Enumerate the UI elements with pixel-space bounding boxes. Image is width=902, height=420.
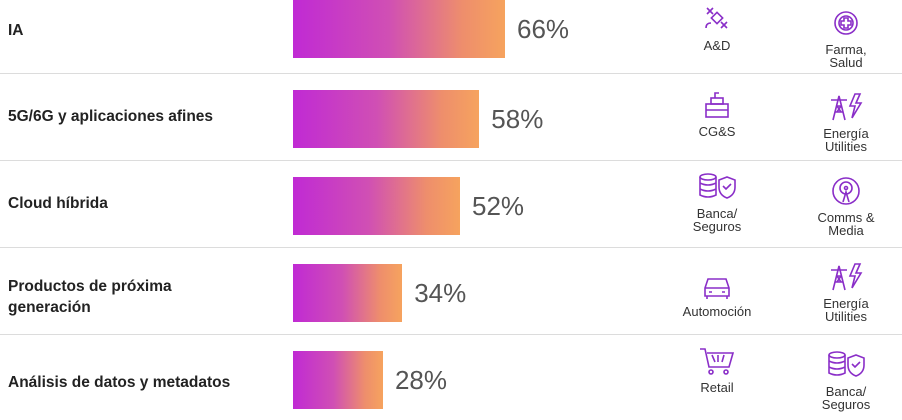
sector-label: Utilities [825,139,867,154]
category-label: Cloud híbrida [8,194,108,212]
coins-shield-icon [662,172,772,204]
satellite-icon [662,4,772,36]
bar [293,177,461,235]
broadcast-antenna-icon [791,176,901,208]
value-label: 34% [414,278,467,308]
category-label-line: generación [8,299,91,316]
sector-badge: Energía Utilities [791,262,901,323]
bar [293,351,383,409]
sector-label: Banca/ [696,206,738,221]
sector-label: Retail [700,380,734,395]
power-tower-icon [791,262,901,294]
sector-label: Media [828,223,864,238]
row-divider [0,160,902,161]
sector-label: Banca/ [825,384,867,399]
sector-label: Utilities [825,309,867,324]
sector-label: Automoción [682,304,752,319]
coins-shield-icon [791,350,901,382]
sector-badge: A&D [662,4,772,52]
row-divider [0,73,902,74]
chart-row: Productos de próxima generación [0,247,902,333]
sector-label: Energía [823,126,869,141]
sector-label: Seguros [821,397,871,412]
sector-badge: Automoción [662,270,772,318]
category-label: 5G/6G y aplicaciones afines [8,107,214,125]
row-divider [0,334,902,335]
sector-badge: Comms & Media [791,176,901,237]
category-label: IA [8,21,24,39]
value-label: 52% [472,191,525,221]
sector-label: Salud [829,55,863,70]
sector-label: CG&S [698,124,736,139]
bar [293,0,505,58]
value-label: 58% [491,104,544,134]
building-icon [662,90,772,122]
chart-row: IA [0,0,902,73]
sector-badge: CG&S [662,90,772,138]
medical-cross-icon [791,8,901,40]
value-label: 28% [394,365,447,395]
value-label: 66% [517,14,570,44]
power-tower-icon [791,92,901,124]
sector-label: Farma, [825,42,867,57]
sector-label: Energía [823,296,869,311]
chart-row: Análisis de datos y metadatos [0,334,902,420]
sector-badge: Retail [662,346,772,394]
chart-row: Cloud híbrida [0,160,902,246]
car-icon [662,270,772,302]
chart-row: 5G/6G y aplicaciones afines [0,73,902,159]
row-divider [0,247,902,248]
category-label: Productos de próxima generación [8,276,278,320]
sector-badge: Banca/Seguros [662,172,772,233]
category-label-line: Productos de próxima [8,278,172,295]
sector-badge: Banca/Seguros [791,350,901,411]
sector-badge: Farma, Salud [791,8,901,69]
shopping-cart-icon [662,346,772,378]
bar [293,264,403,322]
sector-label: Comms & [817,210,875,225]
bar [293,90,480,148]
sector-label: A&D [703,38,731,53]
sector-badge: Energía Utilities [791,92,901,153]
category-label: Análisis de datos y metadatos [8,373,231,391]
sector-label: Seguros [692,219,742,234]
